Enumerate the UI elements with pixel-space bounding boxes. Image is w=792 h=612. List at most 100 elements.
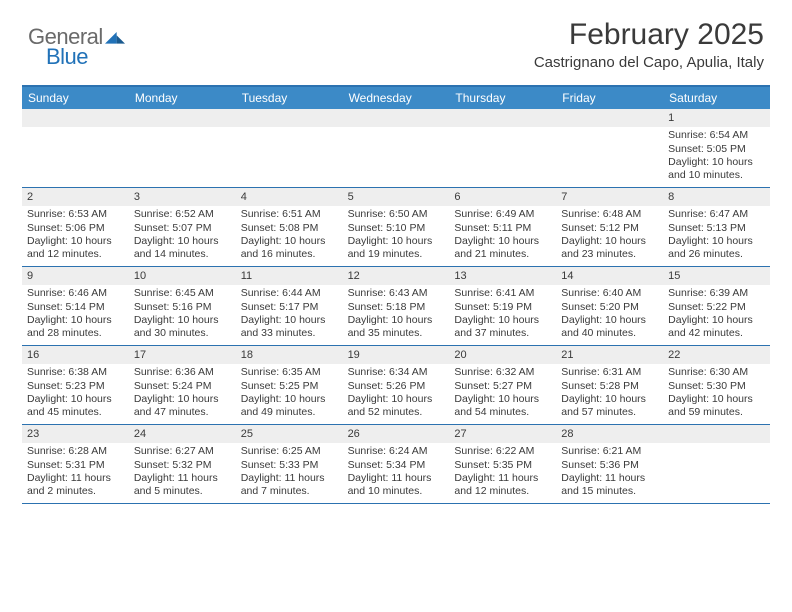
title-block: February 2025 Castrignano del Capo, Apul… xyxy=(534,18,764,71)
day-number: 11 xyxy=(236,267,343,285)
day-details: Sunrise: 6:31 AMSunset: 5:28 PMDaylight:… xyxy=(556,364,663,424)
empty-daynum xyxy=(663,425,770,443)
day-details: Sunrise: 6:32 AMSunset: 5:27 PMDaylight:… xyxy=(449,364,556,424)
day-cell: 17Sunrise: 6:36 AMSunset: 5:24 PMDayligh… xyxy=(129,346,236,424)
header: General Blue February 2025 Castrignano d… xyxy=(0,0,792,79)
day-number: 19 xyxy=(343,346,450,364)
day-cell xyxy=(236,109,343,187)
day-details: Sunrise: 6:48 AMSunset: 5:12 PMDaylight:… xyxy=(556,206,663,266)
day-details: Sunrise: 6:22 AMSunset: 5:35 PMDaylight:… xyxy=(449,443,556,503)
day-cell: 11Sunrise: 6:44 AMSunset: 5:17 PMDayligh… xyxy=(236,267,343,345)
day-number: 17 xyxy=(129,346,236,364)
day-number: 10 xyxy=(129,267,236,285)
week-row: 9Sunrise: 6:46 AMSunset: 5:14 PMDaylight… xyxy=(22,267,770,346)
day-details: Sunrise: 6:49 AMSunset: 5:11 PMDaylight:… xyxy=(449,206,556,266)
day-number: 20 xyxy=(449,346,556,364)
day-cell: 10Sunrise: 6:45 AMSunset: 5:16 PMDayligh… xyxy=(129,267,236,345)
day-cell: 2Sunrise: 6:53 AMSunset: 5:06 PMDaylight… xyxy=(22,188,129,266)
day-details: Sunrise: 6:24 AMSunset: 5:34 PMDaylight:… xyxy=(343,443,450,503)
day-cell: 4Sunrise: 6:51 AMSunset: 5:08 PMDaylight… xyxy=(236,188,343,266)
day-cell: 15Sunrise: 6:39 AMSunset: 5:22 PMDayligh… xyxy=(663,267,770,345)
day-cell: 23Sunrise: 6:28 AMSunset: 5:31 PMDayligh… xyxy=(22,425,129,503)
day-header: Monday xyxy=(129,87,236,109)
day-details: Sunrise: 6:27 AMSunset: 5:32 PMDaylight:… xyxy=(129,443,236,503)
week-row: 1Sunrise: 6:54 AMSunset: 5:05 PMDaylight… xyxy=(22,109,770,188)
day-cell: 24Sunrise: 6:27 AMSunset: 5:32 PMDayligh… xyxy=(129,425,236,503)
day-details: Sunrise: 6:43 AMSunset: 5:18 PMDaylight:… xyxy=(343,285,450,345)
day-details: Sunrise: 6:28 AMSunset: 5:31 PMDaylight:… xyxy=(22,443,129,503)
week-row: 23Sunrise: 6:28 AMSunset: 5:31 PMDayligh… xyxy=(22,425,770,504)
day-number: 18 xyxy=(236,346,343,364)
day-number: 23 xyxy=(22,425,129,443)
day-number: 5 xyxy=(343,188,450,206)
day-cell: 28Sunrise: 6:21 AMSunset: 5:36 PMDayligh… xyxy=(556,425,663,503)
day-number: 28 xyxy=(556,425,663,443)
day-cell xyxy=(22,109,129,187)
day-cell: 7Sunrise: 6:48 AMSunset: 5:12 PMDaylight… xyxy=(556,188,663,266)
day-cell xyxy=(663,425,770,503)
day-cell xyxy=(449,109,556,187)
week-row: 16Sunrise: 6:38 AMSunset: 5:23 PMDayligh… xyxy=(22,346,770,425)
day-details: Sunrise: 6:41 AMSunset: 5:19 PMDaylight:… xyxy=(449,285,556,345)
day-number: 3 xyxy=(129,188,236,206)
day-cell: 16Sunrise: 6:38 AMSunset: 5:23 PMDayligh… xyxy=(22,346,129,424)
day-cell: 13Sunrise: 6:41 AMSunset: 5:19 PMDayligh… xyxy=(449,267,556,345)
day-number: 25 xyxy=(236,425,343,443)
day-details: Sunrise: 6:44 AMSunset: 5:17 PMDaylight:… xyxy=(236,285,343,345)
day-details: Sunrise: 6:53 AMSunset: 5:06 PMDaylight:… xyxy=(22,206,129,266)
day-cell: 12Sunrise: 6:43 AMSunset: 5:18 PMDayligh… xyxy=(343,267,450,345)
day-cell: 6Sunrise: 6:49 AMSunset: 5:11 PMDaylight… xyxy=(449,188,556,266)
day-headers: SundayMondayTuesdayWednesdayThursdayFrid… xyxy=(22,87,770,109)
day-cell xyxy=(129,109,236,187)
day-header: Friday xyxy=(556,87,663,109)
empty-daynum xyxy=(22,109,129,127)
empty-daynum xyxy=(236,109,343,127)
day-details: Sunrise: 6:38 AMSunset: 5:23 PMDaylight:… xyxy=(22,364,129,424)
day-number: 24 xyxy=(129,425,236,443)
day-number: 27 xyxy=(449,425,556,443)
day-cell: 1Sunrise: 6:54 AMSunset: 5:05 PMDaylight… xyxy=(663,109,770,187)
day-details: Sunrise: 6:36 AMSunset: 5:24 PMDaylight:… xyxy=(129,364,236,424)
day-details: Sunrise: 6:39 AMSunset: 5:22 PMDaylight:… xyxy=(663,285,770,345)
day-details: Sunrise: 6:30 AMSunset: 5:30 PMDaylight:… xyxy=(663,364,770,424)
day-number: 15 xyxy=(663,267,770,285)
day-header: Saturday xyxy=(663,87,770,109)
calendar: SundayMondayTuesdayWednesdayThursdayFrid… xyxy=(22,85,770,504)
day-header: Thursday xyxy=(449,87,556,109)
logo-word-2: Blue xyxy=(46,44,88,70)
day-cell: 8Sunrise: 6:47 AMSunset: 5:13 PMDaylight… xyxy=(663,188,770,266)
day-number: 16 xyxy=(22,346,129,364)
day-details: Sunrise: 6:45 AMSunset: 5:16 PMDaylight:… xyxy=(129,285,236,345)
logo: General Blue xyxy=(28,18,125,70)
day-cell: 27Sunrise: 6:22 AMSunset: 5:35 PMDayligh… xyxy=(449,425,556,503)
day-details: Sunrise: 6:51 AMSunset: 5:08 PMDaylight:… xyxy=(236,206,343,266)
day-header: Sunday xyxy=(22,87,129,109)
day-number: 22 xyxy=(663,346,770,364)
day-cell: 14Sunrise: 6:40 AMSunset: 5:20 PMDayligh… xyxy=(556,267,663,345)
logo-triangle-icon xyxy=(105,30,125,44)
day-details: Sunrise: 6:47 AMSunset: 5:13 PMDaylight:… xyxy=(663,206,770,266)
day-number: 14 xyxy=(556,267,663,285)
week-row: 2Sunrise: 6:53 AMSunset: 5:06 PMDaylight… xyxy=(22,188,770,267)
day-number: 7 xyxy=(556,188,663,206)
day-cell: 21Sunrise: 6:31 AMSunset: 5:28 PMDayligh… xyxy=(556,346,663,424)
day-details: Sunrise: 6:40 AMSunset: 5:20 PMDaylight:… xyxy=(556,285,663,345)
day-details: Sunrise: 6:21 AMSunset: 5:36 PMDaylight:… xyxy=(556,443,663,503)
day-number: 2 xyxy=(22,188,129,206)
day-cell: 22Sunrise: 6:30 AMSunset: 5:30 PMDayligh… xyxy=(663,346,770,424)
month-title: February 2025 xyxy=(534,18,764,52)
day-cell xyxy=(343,109,450,187)
day-details: Sunrise: 6:52 AMSunset: 5:07 PMDaylight:… xyxy=(129,206,236,266)
day-number: 9 xyxy=(22,267,129,285)
day-cell: 26Sunrise: 6:24 AMSunset: 5:34 PMDayligh… xyxy=(343,425,450,503)
empty-daynum xyxy=(449,109,556,127)
day-number: 26 xyxy=(343,425,450,443)
day-number: 6 xyxy=(449,188,556,206)
empty-daynum xyxy=(556,109,663,127)
day-cell: 20Sunrise: 6:32 AMSunset: 5:27 PMDayligh… xyxy=(449,346,556,424)
day-cell: 5Sunrise: 6:50 AMSunset: 5:10 PMDaylight… xyxy=(343,188,450,266)
day-details: Sunrise: 6:54 AMSunset: 5:05 PMDaylight:… xyxy=(663,127,770,187)
day-number: 4 xyxy=(236,188,343,206)
day-cell: 25Sunrise: 6:25 AMSunset: 5:33 PMDayligh… xyxy=(236,425,343,503)
day-cell: 9Sunrise: 6:46 AMSunset: 5:14 PMDaylight… xyxy=(22,267,129,345)
